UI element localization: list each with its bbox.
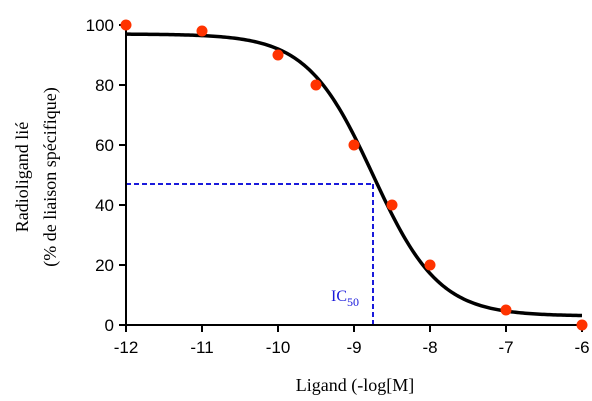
x-tick-label: -6: [574, 338, 589, 357]
y-axis-title: Radioligand lié (% de liaison spécifique…: [12, 87, 61, 266]
y-axis-title-line1: Radioligand lié: [12, 122, 32, 232]
data-point: [576, 319, 588, 331]
y-tick-label: 100: [86, 16, 114, 35]
x-tick-label: -8: [422, 338, 437, 357]
x-tick-label: -7: [498, 338, 513, 357]
y-tick-label: 80: [95, 76, 114, 95]
data-point: [120, 19, 132, 31]
fit-curve: [125, 32, 583, 318]
y-tick-label: 60: [95, 136, 114, 155]
data-point: [424, 259, 436, 271]
x-tick-label: -12: [114, 338, 139, 357]
ic50-label-main: IC: [331, 288, 347, 305]
x-axis-title: Ligand (-log[M]: [296, 375, 414, 396]
x-tick-label: -11: [190, 338, 213, 357]
data-point: [310, 79, 322, 91]
data-point: [386, 199, 398, 211]
x-tick-label: -9: [346, 338, 361, 357]
data-point: [348, 139, 360, 151]
y-tick-label: 0: [105, 316, 114, 335]
y-tick-label: 20: [95, 256, 114, 275]
data-point: [272, 49, 284, 61]
plot-area: 0 20 40 60 80 100 -12 -11 -10 -9 -8 -7 -6: [86, 16, 590, 357]
x-tick-label: -10: [266, 338, 291, 357]
y-axis-title-line2: (% de liaison spécifique): [40, 87, 61, 266]
ic50-label-subscript: 50: [347, 295, 359, 309]
ic50-label: IC50: [331, 288, 359, 309]
data-point: [500, 304, 512, 316]
y-tick-label: 40: [95, 196, 114, 215]
data-point: [196, 25, 208, 37]
